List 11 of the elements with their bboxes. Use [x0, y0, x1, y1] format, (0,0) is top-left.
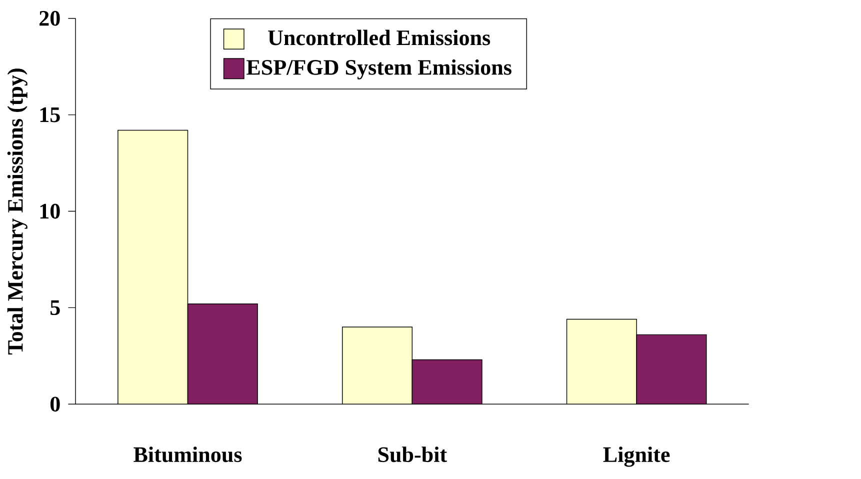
y-tick-label: 10 — [40, 204, 60, 219]
x-tick-label: Bituminous — [134, 446, 242, 462]
y-tick-label: 5 — [50, 300, 60, 316]
y-tick-label: 20 — [40, 11, 60, 26]
legend-label: ESP/FGD System Emissions — [246, 60, 512, 80]
y-axis-title: Total Mercury Emissions (tpy) — [7, 68, 28, 355]
legend-label: Uncontrolled Emissions — [268, 30, 490, 46]
x-tick-label: Sub-bit — [378, 446, 447, 462]
y-tick-label: 0 — [50, 396, 60, 412]
y-tick-label: 15 — [40, 108, 60, 122]
x-tick-label: Lignite — [603, 446, 670, 467]
